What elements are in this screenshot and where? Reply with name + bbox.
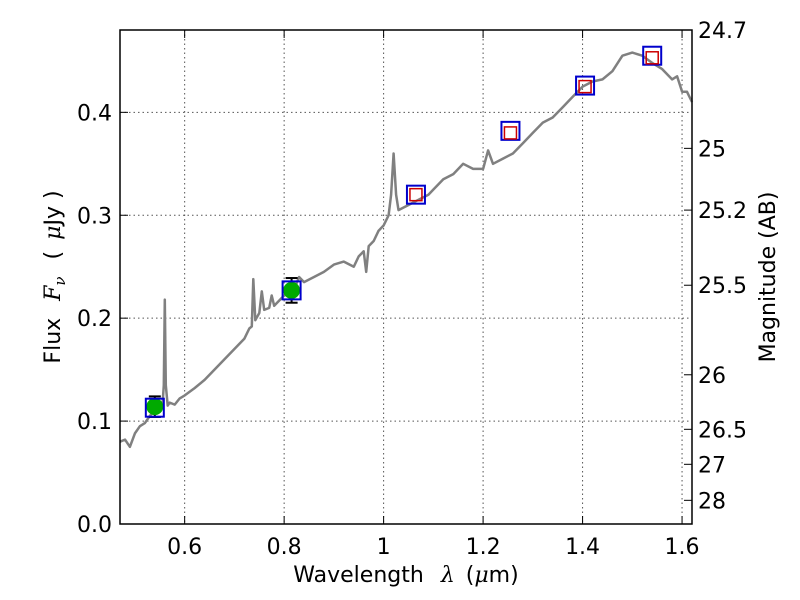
predicted-point-box <box>503 126 518 140</box>
x-tick-label: 1 <box>377 535 391 560</box>
spectrum-line <box>119 51 694 449</box>
y-axis-label-unit-rest: Jy ) <box>41 190 66 227</box>
y-axis-label-unit-mu: μ <box>41 226 66 240</box>
predicted-point-box <box>409 187 423 202</box>
x-axis-label: Wavelength λ (μm) <box>293 563 518 588</box>
x-tick-label: 0.8 <box>267 535 302 560</box>
y-tick-label: 0.0 <box>77 513 112 538</box>
model-photometry-box <box>642 45 663 66</box>
y-tick-label: 0.2 <box>77 307 112 332</box>
x-axis-label-unit-mu: μ <box>474 563 488 588</box>
y2-tick-label: 25.5 <box>698 274 747 299</box>
y-axis-label-sub: ν <box>51 276 69 285</box>
plot-frame <box>119 29 693 525</box>
grid-layer <box>120 30 692 524</box>
model-photometry-box <box>500 120 521 141</box>
x-tick-label: 0.6 <box>167 535 202 560</box>
predicted-point-box <box>645 51 659 65</box>
spectrum-layer <box>119 51 694 449</box>
y-axis-label-text: Flux <box>41 318 66 364</box>
y-tick-label: 0.3 <box>77 204 112 229</box>
y2-tick-label: 25 <box>698 137 726 162</box>
x-axis-label-text: Wavelength <box>293 563 424 588</box>
observed-point <box>146 398 164 416</box>
x-tick-label: 1.6 <box>665 535 700 560</box>
observed-point <box>283 281 301 299</box>
marker-layer <box>144 45 663 418</box>
y-tick-label: 0.1 <box>77 410 112 435</box>
y2-tick-label: 26 <box>698 364 726 389</box>
x-tick-label: 1.2 <box>466 535 501 560</box>
y-axis-label: Flux Fν ( μJy ) <box>41 190 71 363</box>
x-axis-label-unit-open: ( <box>466 563 475 588</box>
y-tick-label: 0.4 <box>77 101 112 126</box>
x-tick-label: 1.4 <box>565 535 600 560</box>
x-axis-label-symbol: λ <box>440 563 455 588</box>
y2-tick-label: 24.7 <box>698 19 747 44</box>
y2-tick-label: 25.2 <box>698 199 747 224</box>
y-axis-label-unit-open: ( <box>41 251 66 260</box>
y2-tick-label: 28 <box>698 489 726 514</box>
y2-tick-label: 27 <box>698 453 726 478</box>
model-photometry-box <box>144 397 165 418</box>
model-photometry-box <box>281 280 302 301</box>
y2-axis-label: Magnitude (AB) <box>756 192 781 363</box>
y2-tick-label: 26.5 <box>698 418 747 443</box>
tick-layer: 0.6 0.8 1 1.2 1.4 1.6 0.0 0.1 0.2 0.3 0.4 24.7 25 25.… <box>77 19 747 560</box>
model-photometry-box <box>575 75 596 96</box>
x-axis-label-unit-rest: m) <box>489 563 519 588</box>
predicted-point-box <box>578 79 592 94</box>
model-photometry-box <box>405 184 426 205</box>
y-axis-label-symbol: F <box>41 285 66 302</box>
